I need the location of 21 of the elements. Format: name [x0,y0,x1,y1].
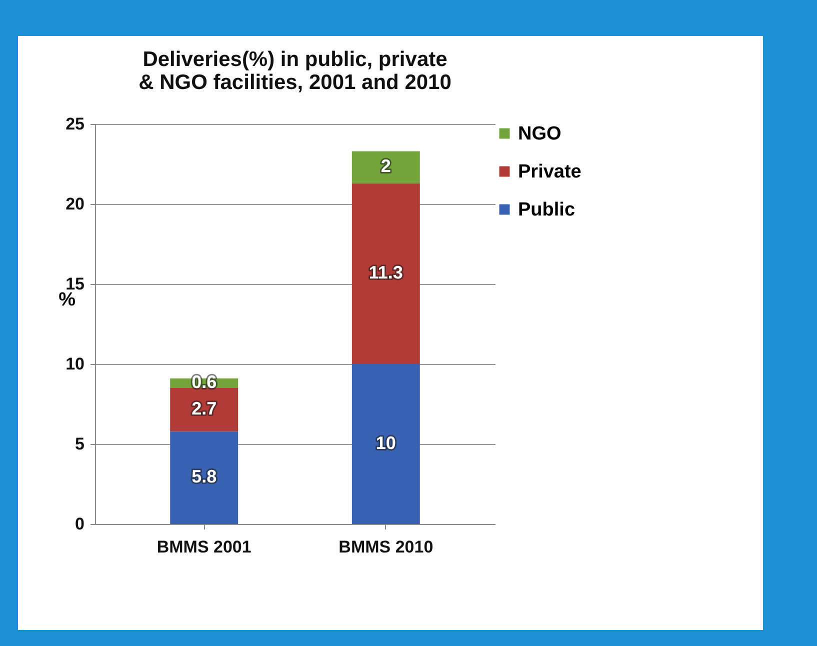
bar [170,431,238,524]
y-tick-label: 0 [75,514,84,534]
y-tick-label: 20 [66,194,84,214]
legend-label: Public [518,200,576,220]
data-label: 11.3 [368,262,403,283]
x-tick-label: BMMS 2001 [156,538,252,556]
x-tick-label: BMMS 2010 [338,538,434,556]
chart-title: Deliveries(%) in public, private & NGO facilities, 2001 and 2010 [138,48,452,94]
y-tick-label: 5 [75,434,84,454]
data-label: 0.6 [192,372,217,392]
bar [352,183,420,364]
bar [352,151,420,184]
data-label: 10 [376,433,396,453]
data-label: 5.8 [192,466,217,487]
bar [352,364,420,524]
data-label: 2 [380,156,391,176]
y-tick-label: 25 [66,114,84,134]
legend-label: NGO [518,124,562,144]
y-tick-label: 10 [66,354,84,374]
data-label: 2.7 [192,398,217,419]
legend-label: Private [518,162,582,182]
